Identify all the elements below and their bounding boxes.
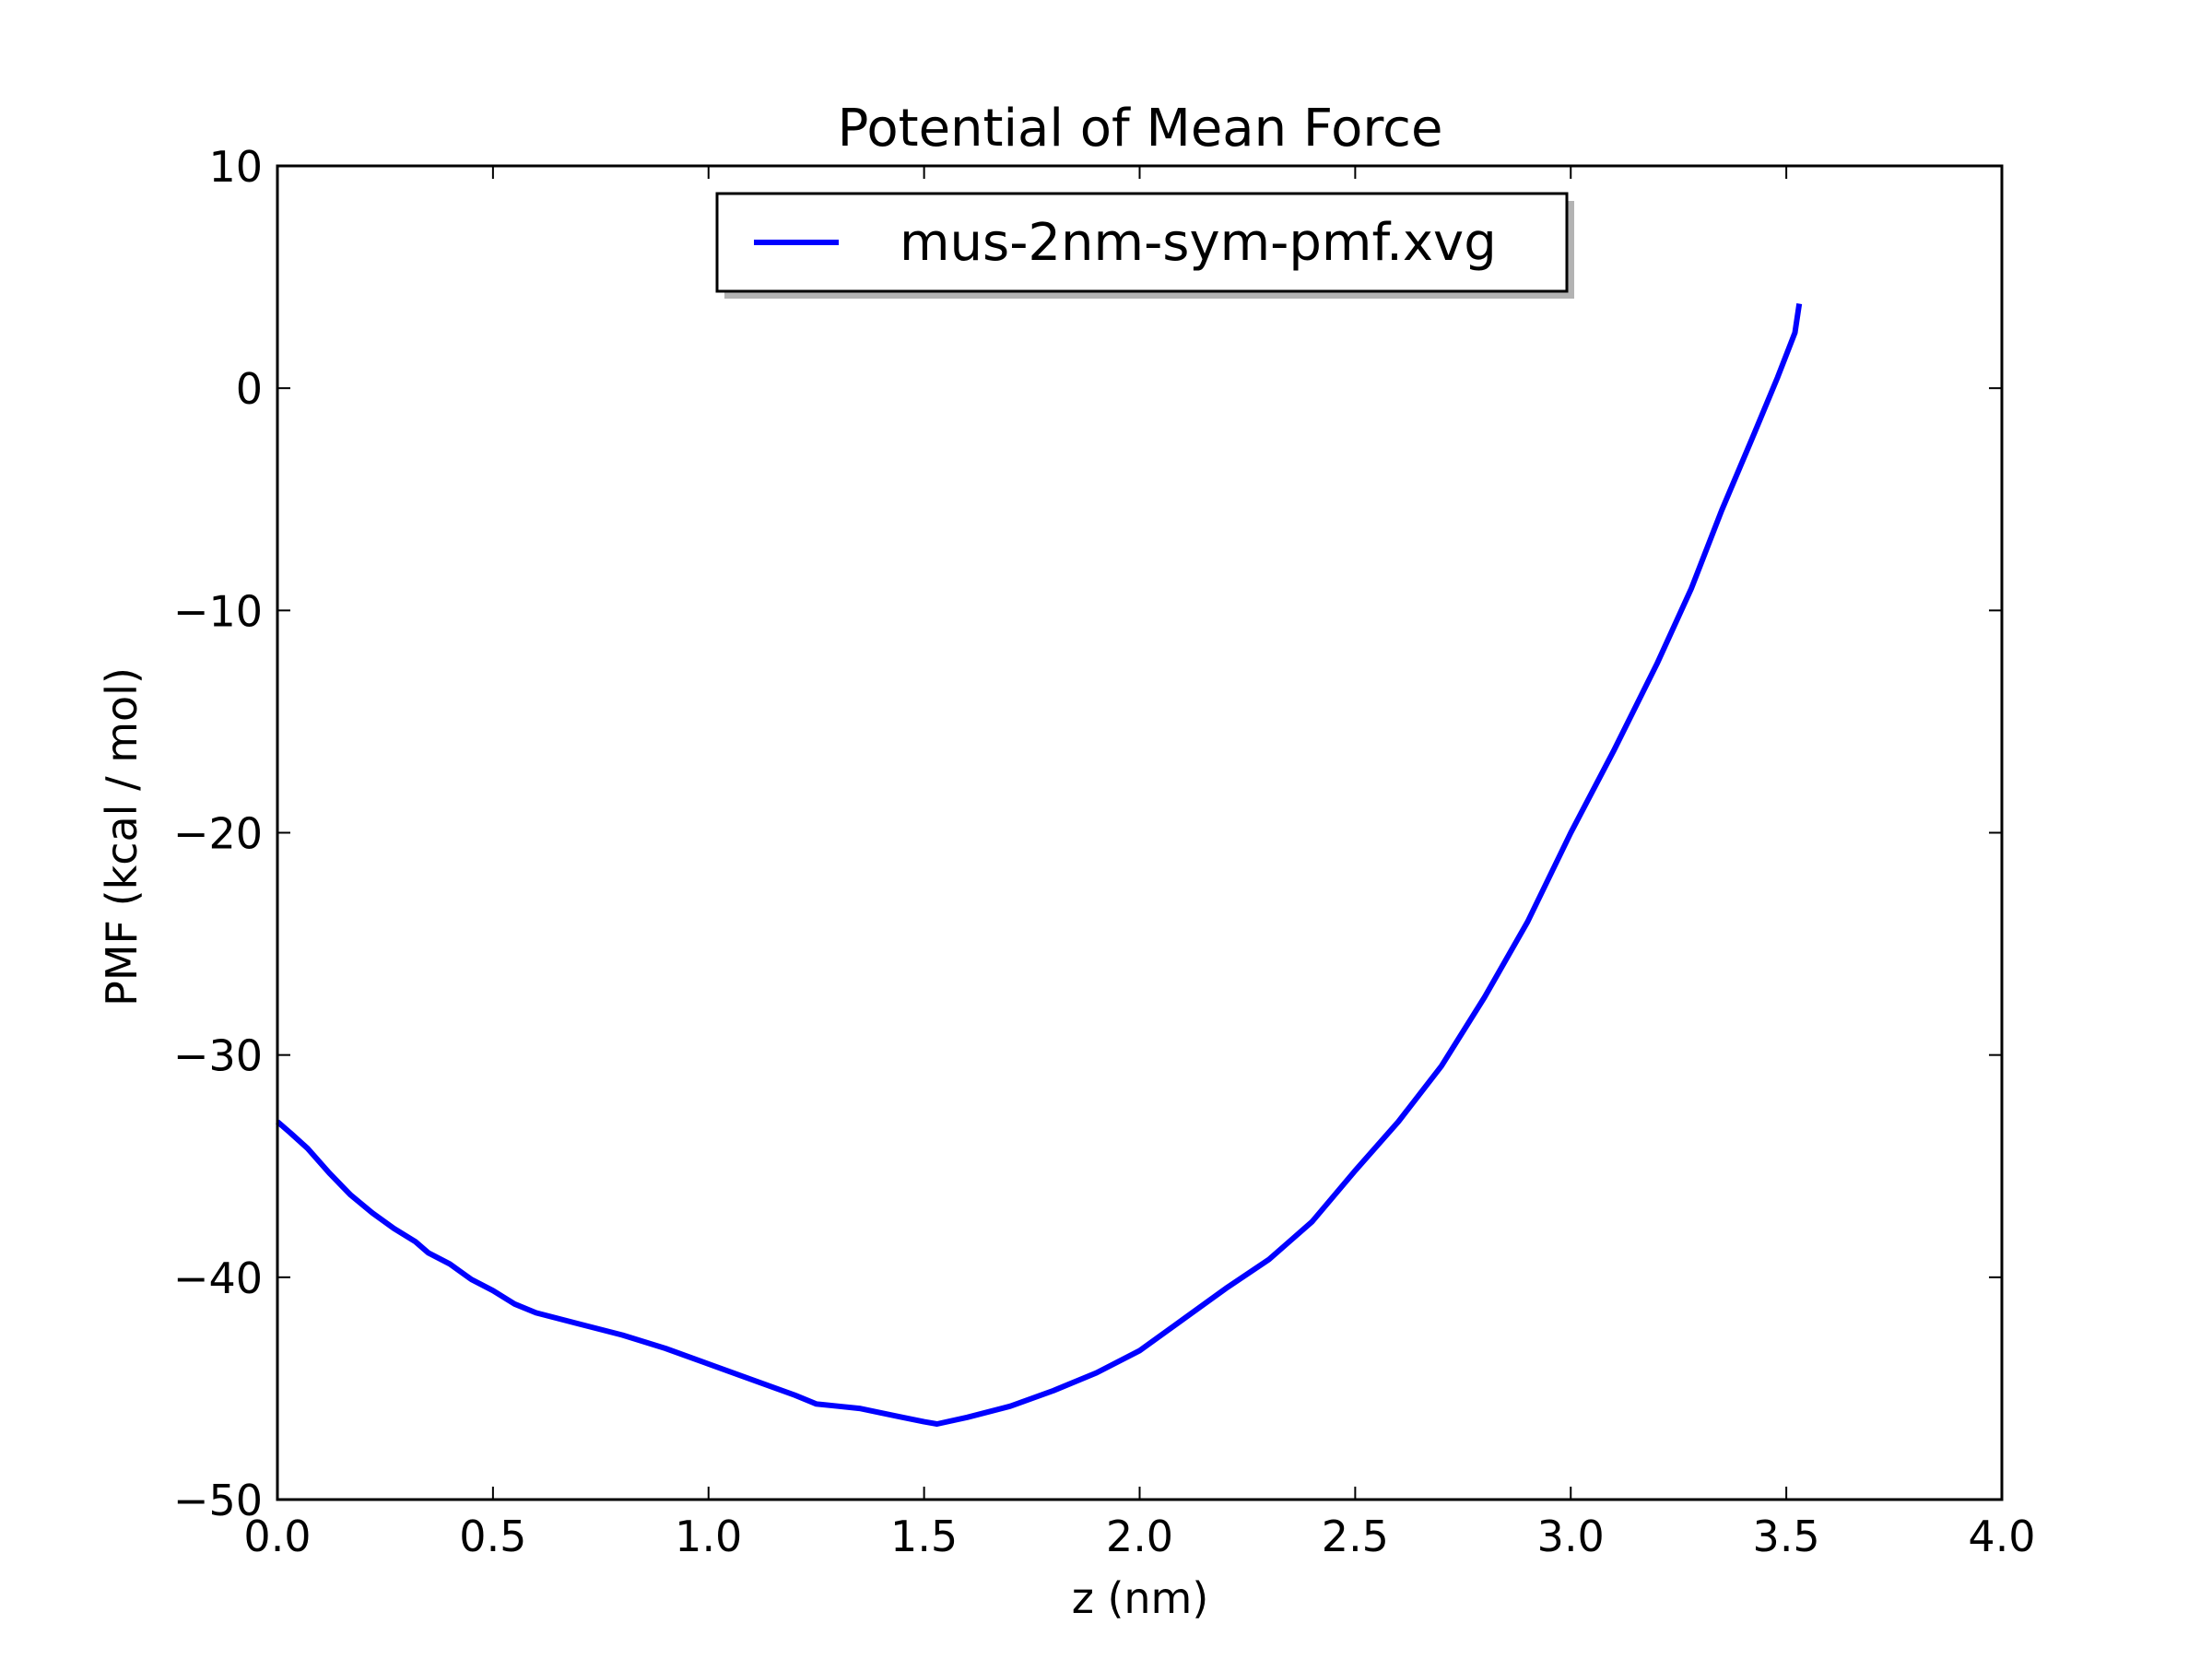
legend-label: mus-2nm-sym-pmf.xvg bbox=[900, 213, 1497, 273]
plot-area: 0.0 0.5 1.0 1.5 2.0 2.5 3.0 3.5 4.0 −50 −40 −30 −20 −… bbox=[173, 142, 2036, 1561]
y-tick-label: 10 bbox=[208, 142, 263, 192]
x-tick-label: 2.0 bbox=[1106, 1512, 1173, 1561]
x-axis-label: z (nm) bbox=[1072, 1573, 1209, 1623]
x-tick-label: 4.0 bbox=[1968, 1512, 2035, 1561]
x-tick-label: 1.0 bbox=[675, 1512, 742, 1561]
y-tick-label: −10 bbox=[173, 586, 263, 636]
chart-title: Potential of Mean Force bbox=[838, 99, 1443, 159]
x-tick-label: 3.5 bbox=[1753, 1512, 1820, 1561]
y-tick-label: −20 bbox=[173, 809, 263, 859]
y-tick-label: −40 bbox=[173, 1253, 263, 1303]
y-tick-label: −50 bbox=[173, 1476, 263, 1525]
x-tick-label: 2.5 bbox=[1322, 1512, 1389, 1561]
y-tick-label: 0 bbox=[236, 364, 263, 414]
y-axis-label: PMF (kcal / mol) bbox=[97, 667, 147, 1006]
x-tick-label: 3.0 bbox=[1537, 1512, 1605, 1561]
x-tick-label: 0.0 bbox=[243, 1512, 311, 1561]
x-tick-label: 0.5 bbox=[459, 1512, 526, 1561]
y-tick-label: −30 bbox=[173, 1031, 263, 1081]
legend-box bbox=[715, 192, 1569, 293]
x-tick-label: 1.5 bbox=[890, 1512, 958, 1561]
series-line-0 bbox=[276, 303, 1803, 1427]
